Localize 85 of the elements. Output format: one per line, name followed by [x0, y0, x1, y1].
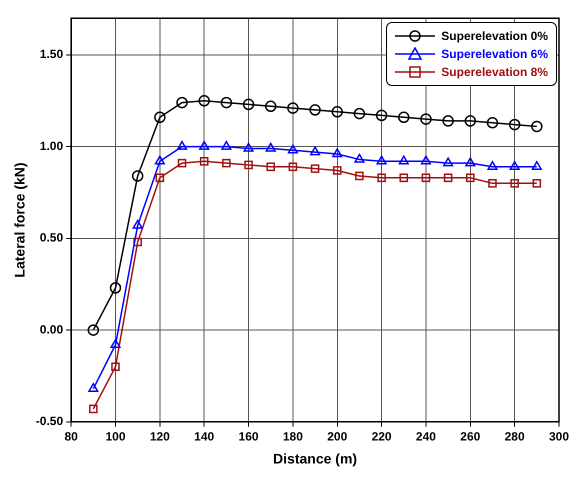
point	[376, 110, 388, 122]
x-tick-label: 120	[150, 429, 170, 444]
point	[221, 140, 232, 150]
x-tick-label: 200	[327, 429, 348, 444]
point	[465, 157, 476, 166]
point	[200, 157, 208, 166]
point	[487, 161, 498, 170]
legend-label: Superelevation 8%	[441, 65, 548, 79]
point	[243, 142, 254, 152]
point	[132, 170, 144, 182]
point	[198, 95, 210, 107]
point	[89, 404, 98, 414]
legend-label: Superelevation 6%	[441, 47, 548, 61]
point	[132, 220, 143, 229]
point	[156, 174, 164, 182]
point	[531, 120, 543, 132]
point	[355, 172, 364, 180]
x-tick-label: 100	[105, 429, 126, 444]
x-tick-label: 180	[282, 429, 304, 444]
x-tick-label: 160	[238, 429, 259, 444]
x-tick-label: 80	[64, 429, 78, 444]
point	[332, 166, 342, 175]
y-tick-label: 0.00	[40, 322, 64, 336]
point	[398, 112, 410, 124]
point	[199, 140, 210, 150]
point	[287, 102, 299, 114]
point	[176, 140, 188, 150]
point	[154, 112, 166, 124]
point	[354, 154, 365, 163]
point	[510, 161, 520, 170]
point	[508, 118, 520, 130]
point	[398, 156, 409, 165]
x-tick-label: 220	[372, 429, 392, 444]
point	[420, 156, 432, 165]
x-tick-label: 260	[460, 429, 481, 444]
point	[510, 179, 519, 188]
point	[488, 179, 497, 188]
point	[222, 158, 231, 168]
y-tick-label: 0.50	[40, 230, 64, 245]
point	[377, 174, 386, 182]
point	[176, 96, 188, 108]
point	[244, 160, 253, 170]
point	[420, 113, 432, 125]
point	[154, 156, 165, 165]
point	[310, 146, 320, 156]
point	[266, 162, 276, 172]
y-axis-title: Lateral force (kN)	[11, 162, 28, 278]
y-tick-label: 1.00	[40, 138, 64, 153]
point	[399, 174, 408, 182]
point	[288, 162, 298, 172]
point	[442, 115, 454, 127]
point	[266, 142, 276, 152]
x-tick-label: 240	[416, 429, 436, 444]
point	[288, 144, 298, 154]
point	[133, 238, 142, 246]
point	[178, 158, 186, 168]
point	[110, 339, 121, 348]
point	[88, 324, 100, 336]
point	[443, 157, 454, 166]
point	[309, 104, 321, 116]
x-tick-label: 140	[194, 429, 215, 444]
point	[220, 96, 232, 108]
y-tick-label: -0.50	[36, 414, 64, 428]
x-axis-title: Distance (m)	[273, 450, 358, 466]
point	[486, 117, 498, 129]
x-tick-label: 280	[504, 429, 525, 444]
point	[110, 282, 122, 294]
point	[464, 115, 476, 127]
point	[444, 174, 452, 182]
point	[422, 174, 430, 182]
point	[376, 156, 387, 165]
point	[264, 100, 276, 112]
point	[111, 362, 120, 372]
point	[332, 106, 343, 118]
point	[310, 164, 320, 173]
point	[532, 179, 542, 188]
point	[466, 174, 475, 182]
legend-label: Superelevation 0%	[441, 29, 548, 43]
point	[354, 108, 366, 120]
x-tick-label: 300	[548, 429, 570, 444]
point	[88, 383, 98, 392]
point	[332, 148, 342, 158]
y-tick-label: 1.50	[40, 47, 64, 62]
point	[532, 161, 542, 170]
point	[242, 98, 254, 110]
